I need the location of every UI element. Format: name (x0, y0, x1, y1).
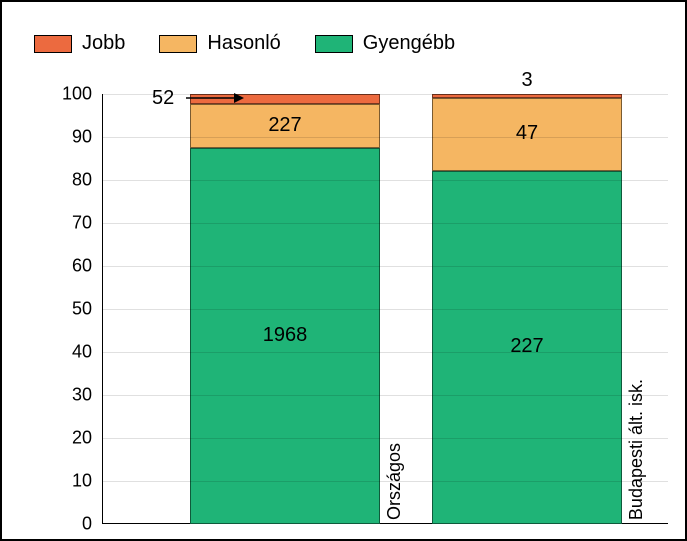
y-tick: 100 (62, 84, 92, 105)
bar-value-label: 52 (152, 87, 174, 110)
y-tick: 60 (72, 256, 92, 277)
grid-line (102, 180, 668, 181)
grid-line (102, 481, 668, 482)
y-tick: 70 (72, 213, 92, 234)
bar-segment (432, 98, 622, 170)
grid-line (102, 438, 668, 439)
plot-area: 0102030405060708090100 196822752Országos… (58, 94, 668, 524)
y-tick: 10 (72, 471, 92, 492)
legend-label: Gyengébb (363, 32, 455, 55)
legend-item: Hasonló (159, 32, 280, 55)
grid-line (102, 94, 668, 95)
grid-line (102, 137, 668, 138)
grid-line (102, 395, 668, 396)
y-tick: 80 (72, 170, 92, 191)
y-tick: 50 (72, 299, 92, 320)
legend-swatch-gyengebb (315, 35, 353, 53)
legend-label: Hasonló (207, 32, 280, 55)
chart-area: 196822752Országos227473Budapesti ált. is… (102, 94, 668, 524)
legend-item: Jobb (34, 32, 125, 55)
grid-line (102, 309, 668, 310)
y-tick: 40 (72, 342, 92, 363)
y-tick: 20 (72, 428, 92, 449)
grid-line (102, 352, 668, 353)
y-tick: 0 (82, 514, 92, 535)
y-tick: 90 (72, 127, 92, 148)
y-tick: 30 (72, 385, 92, 406)
legend-swatch-hasonlo (159, 35, 197, 53)
bar-segment (190, 94, 380, 104)
legend: Jobb Hasonló Gyengébb (34, 32, 455, 55)
bar-segment (190, 148, 380, 524)
legend-swatch-jobb (34, 35, 72, 53)
bar-segment (190, 104, 380, 147)
legend-item: Gyengébb (315, 32, 455, 55)
bar-value-label: 3 (432, 69, 622, 92)
grid-line (102, 223, 668, 224)
category-label: Budapesti ált. isk. (626, 379, 647, 520)
legend-label: Jobb (82, 32, 125, 55)
grid-line (102, 266, 668, 267)
chart-frame: Jobb Hasonló Gyengébb 0 10 20 30 40 50 60 70 80 9… (0, 0, 687, 541)
y-axis: 0102030405060708090100 (58, 94, 98, 524)
